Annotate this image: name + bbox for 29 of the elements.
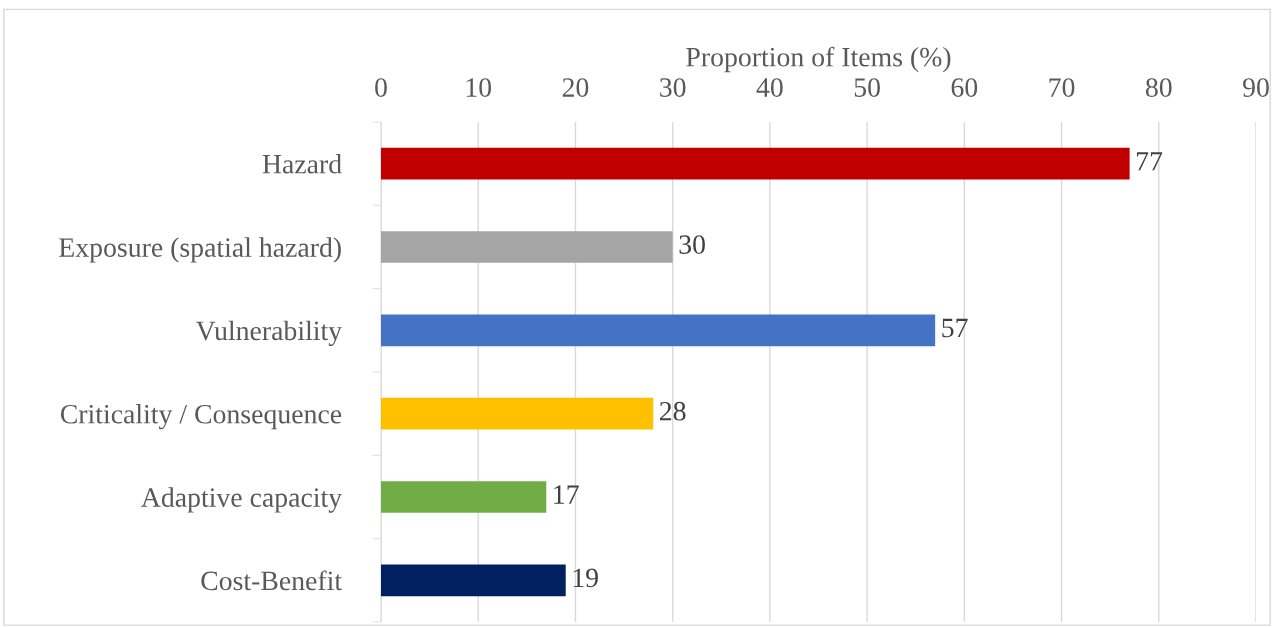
x-tick-label: 20 <box>562 78 589 97</box>
bar <box>381 564 566 597</box>
x-tick-label: 80 <box>1145 78 1172 97</box>
bar <box>381 147 1130 180</box>
bar <box>381 397 654 430</box>
y-tick-label: Vulnerability <box>195 320 342 346</box>
x-axis-title: Proportion of Items (%) <box>686 46 951 73</box>
bar <box>381 314 936 347</box>
data-label: 28 <box>660 401 686 421</box>
y-tick-label: Criticality / Consequence <box>60 404 342 430</box>
data-label: 30 <box>679 235 705 254</box>
x-tick-label: 50 <box>854 78 880 97</box>
x-tick-label: 10 <box>466 78 492 97</box>
x-tick-label: 30 <box>660 78 686 97</box>
x-tick-label: 70 <box>1049 78 1075 97</box>
y-tick-label: Cost-Benefit <box>201 570 342 591</box>
bar <box>381 481 547 513</box>
bar <box>381 231 673 263</box>
y-tick-label: Hazard <box>262 154 342 174</box>
x-tick-label: 40 <box>756 78 783 97</box>
y-tick-label: Exposure (spatial hazard) <box>59 237 341 263</box>
x-tick-label: 0 <box>375 78 387 97</box>
x-tick-label: 60 <box>951 78 978 97</box>
x-tick-label: 90 <box>1243 78 1269 97</box>
data-label: 17 <box>554 485 579 504</box>
data-label: 77 <box>1137 152 1163 171</box>
data-label: 19 <box>573 568 598 588</box>
y-tick-label: Adaptive capacity <box>141 487 342 513</box>
data-label: 57 <box>942 318 968 338</box>
